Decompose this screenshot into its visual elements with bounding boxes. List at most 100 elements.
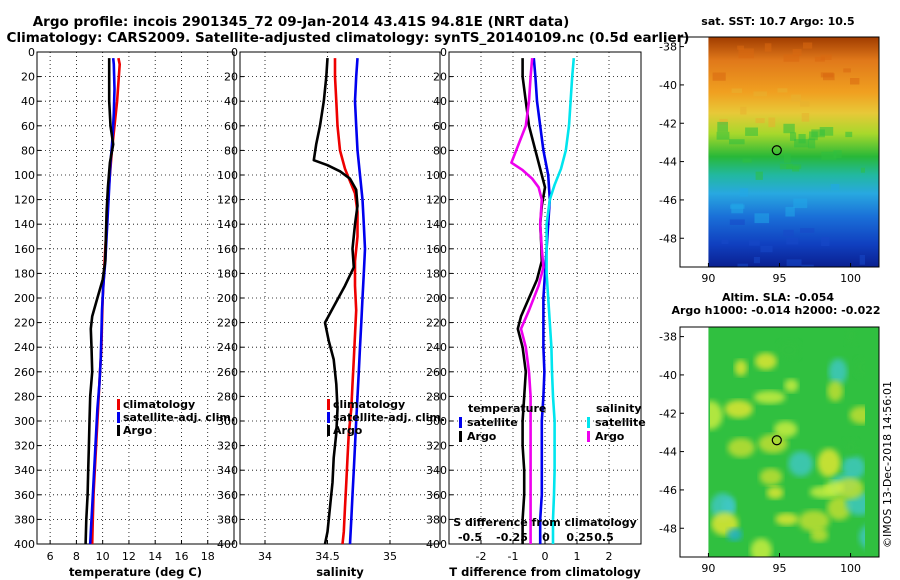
y-tick-label: 0 (28, 46, 35, 59)
y-tick-label: 400 (217, 538, 238, 551)
y-tick-label: 20 (433, 71, 447, 84)
y-tick-label: 300 (14, 415, 35, 428)
map-pixel (820, 72, 834, 78)
sla-eddy (734, 359, 748, 377)
map-pixel (794, 139, 809, 148)
sla-eddy (724, 400, 754, 419)
map-pixel (850, 78, 860, 85)
legend-swatch (117, 425, 120, 436)
y-tick-label: 60 (433, 120, 447, 133)
map-pixel (719, 118, 728, 125)
map-pixel (784, 153, 791, 163)
map-pixel (783, 123, 795, 134)
map-y-tick-label: -46 (659, 194, 677, 207)
legend-swatch (117, 412, 120, 423)
map-pixel (792, 49, 802, 56)
y-tick-label: 280 (14, 390, 35, 403)
map-pixel (729, 139, 745, 145)
y-tick-label: 180 (217, 267, 238, 280)
x-tick-label: 6 (47, 550, 54, 563)
legend-label: Argo (123, 424, 153, 437)
sla-eddy (828, 358, 848, 385)
map-pixel (791, 94, 802, 102)
y-tick-label: 180 (14, 267, 35, 280)
legend-label: satellite-adj. clim. (333, 411, 445, 424)
y-tick-label: 180 (426, 267, 447, 280)
x-axis-label: temperature (deg C) (69, 565, 202, 579)
panel-frame (36, 51, 235, 545)
sla-eddy (798, 510, 830, 532)
map-pixel (800, 101, 810, 107)
map-pixel (738, 48, 754, 59)
y-tick-label: 120 (426, 194, 447, 207)
title-line-2: Climatology: CARS2009. Satellite-adjuste… (7, 30, 690, 46)
y-tick-label: 20 (224, 71, 238, 84)
map-pixel (739, 188, 749, 197)
y-tick-label: 80 (21, 144, 35, 157)
y-tick-label: 340 (217, 464, 238, 477)
map-pixel (860, 167, 865, 173)
map-pixel (749, 240, 760, 246)
y-tick-label: 400 (14, 538, 35, 551)
map-pixel (753, 257, 760, 264)
y-tick-label: 120 (217, 194, 238, 207)
map-x-tick-label: 95 (773, 562, 787, 575)
second-x-tick-label: 0.25 (566, 531, 593, 544)
y-tick-label: 0 (440, 46, 447, 59)
map-pixel (811, 129, 825, 138)
map-pixel (712, 72, 726, 81)
x-tick-label: 14 (148, 550, 162, 563)
second-x-tick-label: 0.5 (594, 531, 614, 544)
x-axis-label: salinity (316, 565, 364, 579)
legend-label: climatology (123, 398, 195, 411)
sla-eddy (773, 421, 798, 438)
map-subtitle: Argo h1000: -0.014 h2000: -0.022 (671, 304, 880, 317)
map-x-tick-label: 100 (840, 562, 861, 575)
map-pixel (821, 237, 830, 246)
x-tick-label: 18 (201, 550, 215, 563)
map-pixel (830, 184, 840, 191)
y-tick-label: 240 (14, 341, 35, 354)
legend-swatch (327, 425, 330, 436)
map-pixel (793, 198, 808, 209)
map-y-tick-label: -38 (659, 41, 677, 54)
y-tick-label: 320 (426, 440, 447, 453)
y-tick-label: 280 (426, 390, 447, 403)
map-x-tick-label: 90 (701, 562, 715, 575)
argo-position-marker (771, 435, 782, 446)
map-texture (712, 42, 865, 267)
y-tick-label: 200 (217, 292, 238, 305)
second-x-tick-label: -0.25 (496, 531, 528, 544)
y-tick-label: 400 (426, 538, 447, 551)
map-pixel (808, 138, 816, 149)
y-tick-label: 100 (217, 169, 238, 182)
series-line-argo (312, 58, 359, 545)
map-y-tick-label: -48 (659, 522, 677, 535)
map-pixel (731, 88, 743, 93)
map-pixel (801, 264, 814, 267)
y-tick-label: 360 (217, 489, 238, 502)
y-tick-label: 40 (433, 95, 447, 108)
y-tick-label: 60 (224, 120, 238, 133)
map-pixel (753, 91, 767, 97)
legend-swatch (117, 399, 120, 410)
map-pixel (742, 158, 752, 163)
legend-label: Argo (333, 424, 363, 437)
y-tick-label: 260 (426, 366, 447, 379)
legend-label: satellite (467, 416, 518, 429)
x-tick-label: 1 (574, 550, 581, 563)
y-tick-label: 140 (14, 218, 35, 231)
map-pixel (760, 245, 773, 253)
map-x-tick-label: 90 (701, 272, 715, 285)
y-tick-label: 340 (426, 464, 447, 477)
map-y-tick-label: -42 (659, 407, 677, 420)
map-pixel (843, 68, 851, 73)
legend-label: climatology (333, 398, 405, 411)
map-pixel (820, 54, 832, 60)
credit-text: ©IMOS 13-Dec-2018 14:56:01 (881, 381, 894, 548)
map-pixel (859, 255, 865, 265)
map-pixel (731, 203, 744, 214)
y-tick-label: 240 (217, 341, 238, 354)
sla-eddy (753, 390, 786, 404)
sla-eddy (849, 406, 865, 425)
